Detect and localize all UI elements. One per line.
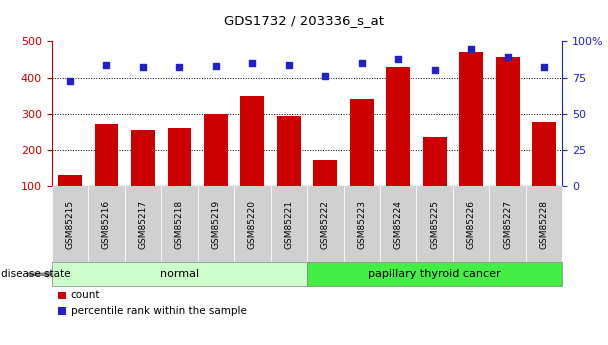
Point bbox=[102, 62, 111, 67]
Text: GSM85219: GSM85219 bbox=[212, 200, 220, 249]
Text: GSM85220: GSM85220 bbox=[248, 200, 257, 249]
Point bbox=[466, 46, 476, 51]
Point bbox=[211, 63, 221, 69]
Text: GSM85218: GSM85218 bbox=[175, 200, 184, 249]
Bar bbox=[459, 52, 483, 186]
Point bbox=[284, 62, 294, 67]
Text: count: count bbox=[71, 290, 100, 300]
Text: GSM85223: GSM85223 bbox=[358, 200, 366, 249]
Point bbox=[357, 60, 367, 66]
Bar bbox=[532, 122, 556, 186]
Text: GSM85228: GSM85228 bbox=[540, 200, 548, 249]
Bar bbox=[131, 130, 154, 186]
Text: normal: normal bbox=[160, 269, 199, 279]
Bar bbox=[386, 67, 410, 186]
Text: GDS1732 / 203336_s_at: GDS1732 / 203336_s_at bbox=[224, 14, 384, 27]
Text: GSM85226: GSM85226 bbox=[467, 200, 475, 249]
Bar bbox=[496, 57, 519, 186]
Text: GSM85217: GSM85217 bbox=[139, 200, 147, 249]
Bar bbox=[167, 128, 191, 186]
Bar bbox=[277, 116, 300, 186]
Text: percentile rank within the sample: percentile rank within the sample bbox=[71, 306, 246, 316]
Bar bbox=[240, 97, 264, 186]
Text: GSM85225: GSM85225 bbox=[430, 200, 439, 249]
Bar bbox=[350, 99, 373, 186]
Point bbox=[138, 65, 148, 70]
Point bbox=[65, 78, 75, 83]
Point bbox=[539, 65, 549, 70]
Point bbox=[430, 68, 440, 73]
Point bbox=[174, 65, 184, 70]
Bar bbox=[58, 175, 81, 186]
Text: GSM85222: GSM85222 bbox=[321, 200, 330, 249]
Text: GSM85224: GSM85224 bbox=[394, 200, 402, 249]
Bar bbox=[95, 124, 118, 186]
Point bbox=[320, 73, 330, 79]
Point bbox=[247, 60, 257, 66]
Point bbox=[503, 55, 513, 60]
Bar bbox=[423, 137, 446, 186]
Bar bbox=[204, 114, 227, 186]
Text: GSM85216: GSM85216 bbox=[102, 200, 111, 249]
Text: papillary thyroid cancer: papillary thyroid cancer bbox=[368, 269, 501, 279]
Text: GSM85215: GSM85215 bbox=[66, 200, 74, 249]
Point bbox=[393, 56, 403, 61]
Bar bbox=[313, 160, 337, 186]
Text: GSM85221: GSM85221 bbox=[285, 200, 293, 249]
Text: GSM85227: GSM85227 bbox=[503, 200, 512, 249]
Text: disease state: disease state bbox=[1, 269, 70, 279]
